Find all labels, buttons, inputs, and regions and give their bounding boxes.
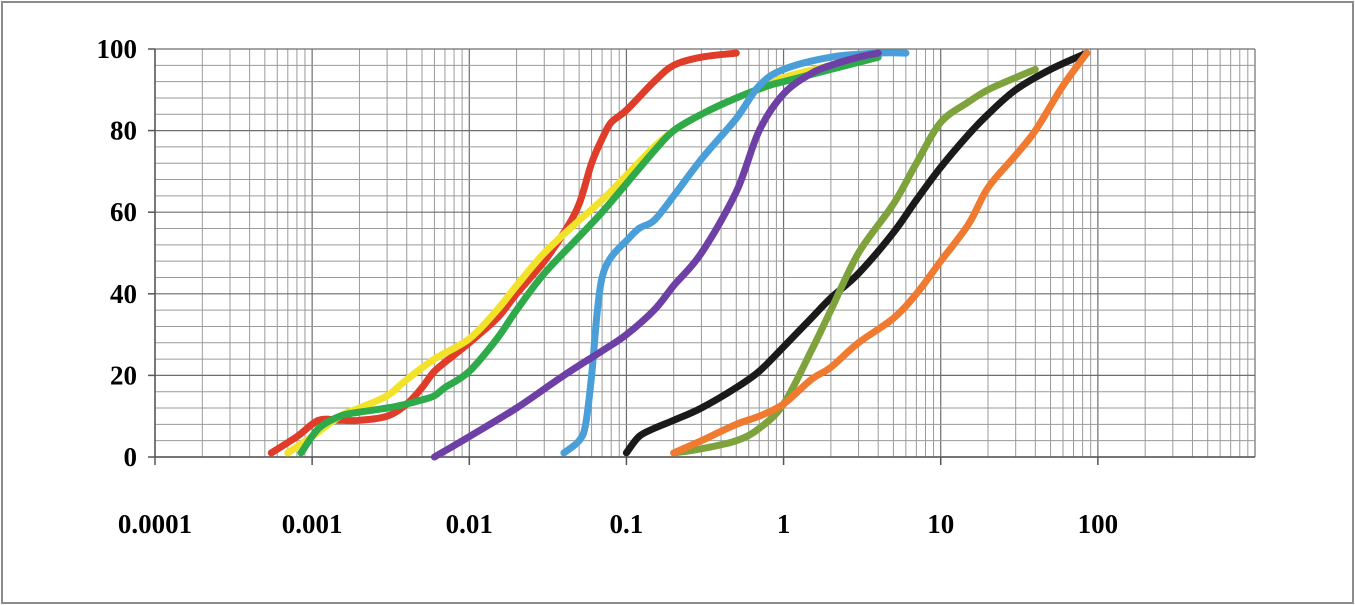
x-tick-label: 10 bbox=[927, 509, 954, 539]
series-line-5 bbox=[430, 49, 882, 461]
x-tick-label: 0.001 bbox=[282, 509, 343, 539]
y-tick-label: 0 bbox=[124, 442, 138, 472]
grid bbox=[154, 48, 1256, 458]
axes bbox=[148, 48, 1255, 465]
x-tick-labels: 0.0001 0.001 0.01 0.1 1 10 100 bbox=[118, 509, 1118, 539]
series-line-8 bbox=[670, 49, 1091, 457]
series-line-3 bbox=[297, 53, 882, 457]
series-line-6 bbox=[622, 49, 1091, 457]
x-tick-label: 0.01 bbox=[446, 509, 493, 539]
y-tick-label: 100 bbox=[97, 34, 138, 64]
x-tick-label: 100 bbox=[1078, 509, 1119, 539]
x-tick-label: 0.1 bbox=[610, 509, 644, 539]
y-tick-label: 40 bbox=[110, 279, 137, 309]
y-tick-labels: 0 20 40 60 80 100 bbox=[97, 34, 138, 472]
series-group bbox=[267, 49, 1091, 461]
x-tick-label: 0.0001 bbox=[118, 509, 192, 539]
series-line-1 bbox=[267, 49, 740, 457]
x-tick-label: 1 bbox=[777, 509, 791, 539]
series-line-7 bbox=[670, 65, 1039, 457]
y-tick-label: 80 bbox=[110, 116, 137, 146]
series-line-4 bbox=[560, 49, 910, 457]
y-tick-label: 20 bbox=[110, 360, 137, 390]
y-tick-label: 60 bbox=[110, 197, 137, 227]
